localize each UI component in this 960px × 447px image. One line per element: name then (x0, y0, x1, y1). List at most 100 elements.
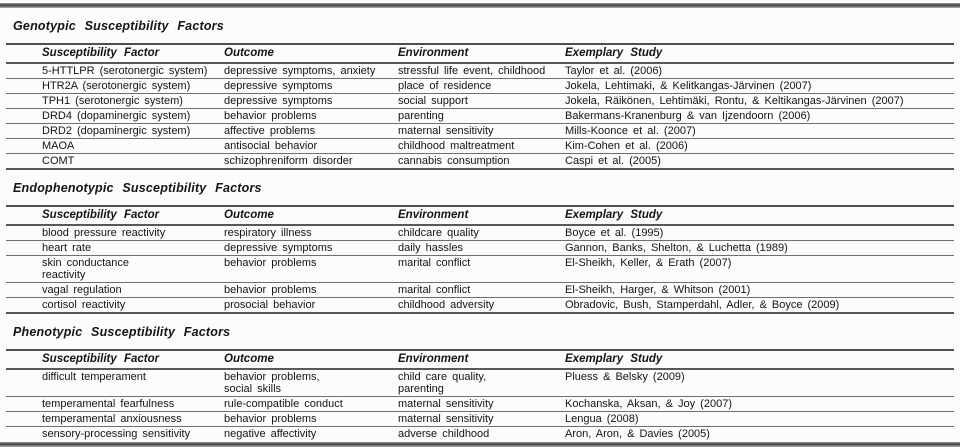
table-row: heart rate depressive symptoms daily has… (6, 240, 954, 256)
environment-cell: daily hassles (398, 240, 565, 256)
col-header-outcome: Outcome (224, 349, 398, 370)
factor-cell: difficult temperament (6, 369, 224, 397)
col-header-environment: Environment (398, 205, 565, 226)
outcome-cell: depressive symptoms (224, 240, 398, 256)
section: Endophenotypic Susceptibility Factors Su… (0, 181, 960, 314)
factor-cell: HTR2A (serotonergic system) (6, 78, 224, 94)
factor-cell: MAOA (6, 138, 224, 154)
table-row: MAOA antisocial behavior childhood maltr… (6, 138, 954, 154)
table-body: 5-HTTLPR (serotonergic system) depressiv… (6, 63, 954, 170)
table-row: sensory-processing sensitivity negative … (6, 427, 954, 443)
col-header-outcome: Outcome (224, 43, 398, 64)
study-cell: Obradovic, Bush, Stamperdahl, Adler, & B… (565, 297, 954, 314)
col-header-exemplary-study: Exemplary Study (565, 205, 954, 226)
study-cell: Lengua (2008) (565, 411, 954, 427)
study-cell: Kim-Cohen et al. (2006) (565, 138, 954, 154)
section-heading: Genotypic Susceptibility Factors (13, 19, 224, 33)
environment-cell: childhood adversity (398, 297, 565, 314)
outcome-cell: respiratory illness (224, 225, 398, 241)
factor-cell: COMT (6, 153, 224, 170)
table-row: DRD4 (dopaminergic system) behavior prob… (6, 108, 954, 124)
environment-cell: adverse childhood (398, 428, 490, 440)
outcome-cell: antisocial behavior (224, 138, 398, 154)
outcome-cell: behavior problems (224, 108, 398, 124)
outcome-cell: depressive symptoms (224, 93, 398, 109)
factors-table: Susceptibility Factor Outcome Environmen… (6, 205, 954, 314)
environment-cell: stressful life event, childhood (398, 63, 565, 79)
table-row: COMT schizophreniform disorder cannabis … (6, 153, 954, 170)
outcome-cell: rule-compatible conduct (224, 396, 398, 412)
col-header-susceptibility-factor: Susceptibility Factor (6, 349, 224, 370)
outcome-cell: schizophreniform disorder (224, 153, 398, 170)
table-row: temperamental fearfulness rule-compatibl… (6, 396, 954, 412)
outcome-cell: depressive symptoms (224, 78, 398, 94)
outcome-cell: behavior problems (224, 255, 398, 283)
factor-cell: 5-HTTLPR (serotonergic system) (6, 63, 224, 79)
factor-cell: heart rate (6, 240, 224, 256)
table-body: difficult temperament behavior problems,… (6, 369, 954, 442)
outcome-cell: behavior problems, social skills (224, 369, 398, 397)
table-row: DRD2 (dopaminergic system) affective pro… (6, 123, 954, 139)
bottom-rule (0, 442, 960, 447)
paper-table-page: Genotypic Susceptibility Factors Suscept… (0, 3, 960, 447)
study-cell: Bakermans-Kranenburg & van Ijzendoorn (2… (565, 108, 954, 124)
factor-cell: DRD2 (dopaminergic system) (6, 123, 224, 139)
outcome-cell: depressive symptoms, anxiety (224, 63, 398, 79)
study-cell: El-Sheikh, Keller, & Erath (2007) (565, 255, 954, 283)
table-header-row: Susceptibility Factor Outcome Environmen… (6, 205, 954, 226)
environment-cell: cannabis consumption (398, 153, 565, 170)
environment-cell: childhood maltreatment (398, 138, 565, 154)
col-header-exemplary-study: Exemplary Study (565, 349, 954, 370)
col-header-susceptibility-factor: Susceptibility Factor (6, 43, 224, 64)
col-header-exemplary-study: Exemplary Study (565, 43, 954, 64)
environment-cell: marital conflict (398, 255, 565, 283)
col-header-environment: Environment (398, 43, 565, 64)
study-cell: Jokela, Lehtimaki, & Kelitkangas-Järvine… (565, 78, 954, 94)
section: Phenotypic Susceptibility Factors Suscep… (0, 325, 960, 442)
study-cell: Taylor et al. (2006) (565, 63, 954, 79)
environment-cell: social support (398, 93, 565, 109)
environment-cell: maternal sensitivity (398, 123, 565, 139)
study-cell: Gannon, Banks, Shelton, & Luchetta (1989… (565, 240, 954, 256)
factors-table: Susceptibility Factor Outcome Environmen… (6, 349, 954, 442)
outcome-cell: negative affectivity (224, 428, 317, 440)
environment-cell: place of residence (398, 78, 565, 94)
factor-cell: skin conductance reactivity (6, 255, 224, 283)
table-row: temperamental anxiousness behavior probl… (6, 411, 954, 427)
environment-cell: parenting (398, 108, 565, 124)
table-header-row: Susceptibility Factor Outcome Environmen… (6, 349, 954, 370)
outcome-cell: behavior problems (224, 282, 398, 298)
factor-cell: vagal regulation (6, 282, 224, 298)
study-cell: Aron, Aron, & Davies (2005) (565, 428, 710, 440)
factor-cell: cortisol reactivity (6, 297, 224, 314)
environment-cell: marital conflict (398, 282, 565, 298)
environment-cell: childcare quality (398, 225, 565, 241)
table-row: blood pressure reactivity respiratory il… (6, 225, 954, 241)
table-row: 5-HTTLPR (serotonergic system) depressiv… (6, 63, 954, 79)
study-cell: Mills-Koonce et al. (2007) (565, 123, 954, 139)
study-cell: Caspi et al. (2005) (565, 153, 954, 170)
outcome-cell: behavior problems (224, 411, 398, 427)
section-heading: Endophenotypic Susceptibility Factors (13, 181, 262, 195)
factors-table: Susceptibility Factor Outcome Environmen… (6, 43, 954, 170)
table-row: cortisol reactivity prosocial behavior c… (6, 297, 954, 314)
col-header-environment: Environment (398, 349, 565, 370)
environment-cell: child care quality, parenting (398, 369, 565, 397)
outcome-cell: prosocial behavior (224, 297, 398, 314)
environment-cell: maternal sensitivity (398, 396, 565, 412)
col-header-susceptibility-factor: Susceptibility Factor (6, 205, 224, 226)
study-cell: El-Sheikh, Harger, & Whitson (2001) (565, 282, 954, 298)
table-row: HTR2A (serotonergic system) depressive s… (6, 78, 954, 94)
table-row: difficult temperament behavior problems,… (6, 369, 954, 397)
factor-cell: TPH1 (serotonergic system) (6, 93, 224, 109)
factor-cell: blood pressure reactivity (6, 225, 224, 241)
table-header-row: Susceptibility Factor Outcome Environmen… (6, 43, 954, 64)
top-rule (0, 3, 960, 8)
study-cell: Kochanska, Aksan, & Joy (2007) (565, 396, 954, 412)
sections-container: Genotypic Susceptibility Factors Suscept… (0, 19, 960, 442)
table-body: blood pressure reactivity respiratory il… (6, 225, 954, 314)
factor-cell: temperamental fearfulness (6, 396, 224, 412)
table-row: skin conductance reactivity behavior pro… (6, 255, 954, 283)
environment-cell: maternal sensitivity (398, 411, 565, 427)
outcome-cell: affective problems (224, 123, 398, 139)
